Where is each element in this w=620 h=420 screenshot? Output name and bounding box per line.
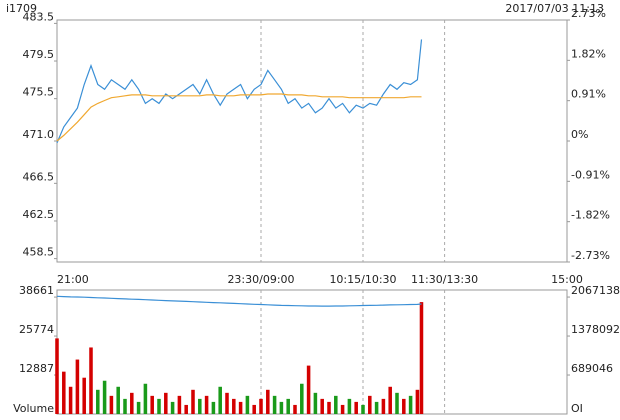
volume-bar [395,392,399,414]
volume-bar [218,386,222,414]
y2-tick-label: -0.91% [571,168,610,181]
volume-bar [300,383,304,414]
volume-bar [191,389,195,414]
volume-bar [347,398,352,414]
volume-bar [320,398,324,414]
volume-bar [170,401,175,414]
volume-bar [82,377,86,414]
volume-bar [293,404,297,414]
x-tick-label: 11:30/13:30 [411,273,478,286]
x-tick-label: 21:00 [57,273,89,286]
series-line [56,93,422,142]
volume-bar [225,392,229,414]
volume-bar [354,401,358,414]
volume-bar [62,371,66,414]
y2-axis-label: OI [571,402,583,415]
y2-tick-label: 1.82% [571,47,606,60]
y-tick-label: 466.5 [23,170,55,183]
y2-tick-label: 0.91% [571,88,606,101]
y-tick-label: 12887 [19,362,54,375]
y-tick-label: 25774 [19,323,54,336]
volume-bar [415,389,420,414]
volume-bar [204,395,209,414]
volume-bar [68,386,73,414]
volume-bar [143,383,148,414]
y2-tick-label: 2.73% [571,7,606,20]
volume-bar [123,398,127,414]
y2-tick-label: -2.73% [571,249,610,262]
y-tick-label: 38661 [19,284,54,297]
volume-bar [340,404,345,414]
volume-bar [177,395,182,414]
volume-bar [259,398,263,414]
volume-bar [368,395,372,414]
volume-bar [89,347,93,414]
symbol: i1709 [6,2,37,15]
series-line [56,295,422,307]
volume-bar [313,392,318,414]
volume-bar [157,398,161,414]
volume-bar [150,395,154,414]
volume-bar [279,401,284,414]
volume-bar [419,302,424,414]
y2-tick-label: 689046 [571,362,613,375]
volume-bar [96,389,100,414]
volume-bar [211,401,216,414]
datetime: 2017/07/03 11:13 [505,2,604,15]
volume-bar [388,386,392,414]
y-axis-label: Volume [13,402,54,415]
volume-bar [184,404,188,414]
volume-bar [164,392,168,414]
volume-bar [130,392,134,414]
volume-bar [306,365,311,414]
y2-tick-label: 2067138 [571,284,620,297]
y-tick-label: 458.5 [23,246,55,259]
volume-bar [334,395,338,414]
volume-bar [252,404,256,414]
y2-tick-label: 0% [571,128,588,141]
volume-bar [402,398,406,414]
volume-bar [102,380,107,414]
y2-tick-label: 1378092 [571,323,620,336]
volume-bar [109,395,114,414]
volume-bar [272,395,277,414]
x-tick-label: 10:15/10:30 [329,273,396,286]
x-tick-label: 23:30/09:00 [227,273,294,286]
y-tick-label: 483.5 [23,10,55,23]
volume-bar [198,398,202,414]
volume-bar [374,401,379,414]
y-tick-label: 475.5 [23,86,55,99]
volume-bar [245,395,250,414]
volume-bar [136,401,141,414]
volume-bar [55,338,59,414]
volume-bar [232,398,236,414]
volume-bar [266,389,270,414]
volume-bar [361,404,365,414]
volume-bar [408,395,413,414]
volume-bar [286,398,290,414]
x-tick-label: 15:00 [551,273,583,286]
volume-bar [381,398,386,414]
y-tick-label: 462.5 [23,208,55,221]
volume-bar [238,401,243,414]
volume-bar [75,359,80,414]
series-line [56,39,423,144]
volume-bar [327,401,331,414]
price-frame [56,19,568,263]
y-tick-label: 479.5 [23,48,55,61]
volume-bar [116,386,120,414]
y-tick-label: 471.0 [23,128,55,141]
y2-tick-label: -1.82% [571,209,610,222]
